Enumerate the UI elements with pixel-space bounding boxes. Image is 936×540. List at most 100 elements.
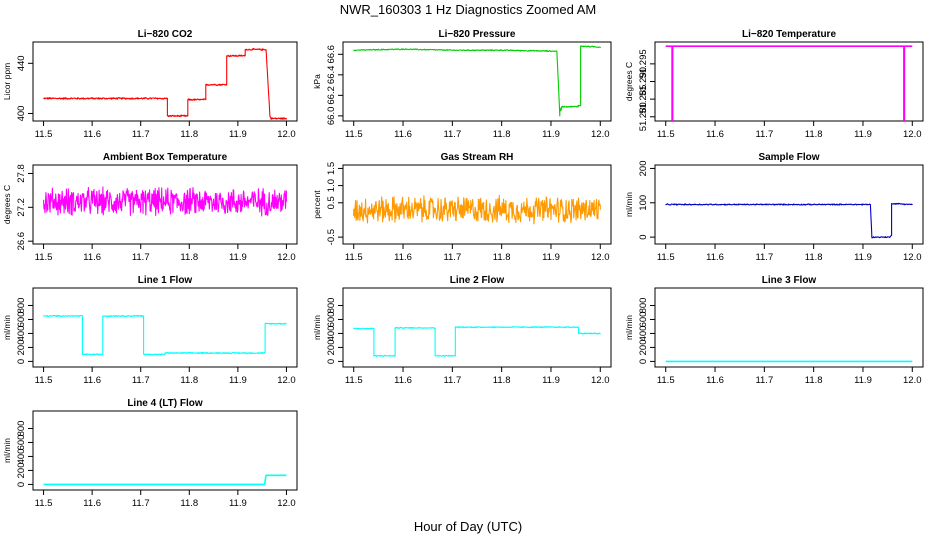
y-axis-label: ml/min [2,438,12,463]
x-tick-label: 11.5 [657,129,675,140]
plot-frame [654,41,924,122]
x-tick-label: 11.5 [35,375,53,386]
y-axis-label: ml/min [312,315,322,340]
y-axis-label: degrees C [624,62,634,101]
x-tick-label: 11.5 [345,129,363,140]
x-tick-label: 11.8 [180,252,198,263]
panel-8: Line 2 Flow 11.5 11.6 11.7 11.8 11.9 12.0 0 2004… [312,275,612,386]
panel-3: Li−820 Temperature 11.5 11.6 11.7 11.8 11.9 12… [624,29,924,140]
data-series-line [43,474,287,486]
x-tick-label: 11.8 [180,498,198,509]
y-tick-label: 400 [638,326,649,342]
x-tick-label: 11.9 [229,252,247,263]
y-tick-label: 200 [16,462,27,478]
y-tick-label: 0.5 [326,196,337,209]
x-tick-label: 11.5 [35,129,53,140]
panel-7: Line 1 Flow 11.5 11.6 11.7 11.8 11.9 12.0 0 2004… [2,275,298,386]
x-tick-label: 11.7 [755,252,773,263]
y-tick-label: 100 [638,195,649,211]
panel-9: Line 3 Flow 11.5 11.6 11.7 11.8 11.9 12.0 0 2004… [624,275,924,386]
data-series-line [353,45,601,117]
data-series-line [353,194,601,225]
panel-10: Line 4 (LT) Flow 11.5 11.6 11.7 11.8 11.9 12.0… [2,398,298,509]
data-series-line [665,45,913,121]
y-axis-label: ml/min [2,315,12,340]
y-tick-label: 400 [326,326,337,342]
panels: Li−820 CO2 11.5 11.6 11.7 11.8 11.9 12.0 400 440… [2,29,924,509]
y-axis-label: percent [312,190,322,219]
panel-5: Gas Stream RH 11.5 11.6 11.7 11.8 11.9 12.0 -0.… [312,152,612,263]
panel-title: Sample Flow [758,152,819,163]
y-tick-label: 400 [16,106,27,122]
x-tick-label: 12.0 [903,375,922,386]
y-tick-label: 800 [16,298,27,314]
panel-title: Line 3 Flow [762,275,817,286]
y-axis-label: ml/min [624,192,634,217]
x-tick-label: 11.5 [345,375,363,386]
x-tick-label: 11.5 [35,498,53,509]
y-tick-label: 200 [16,339,27,355]
x-tick-label: 11.8 [805,375,823,386]
y-tick-label: 66.4 [326,66,337,85]
plot-frame [342,287,612,368]
y-tick-label: 440 [16,55,27,71]
x-tick-label: 11.8 [805,129,823,140]
data-series-line [43,48,287,120]
x-tick-label: 11.6 [706,375,724,386]
x-tick-label: 12.0 [903,129,922,140]
plot-frame [32,410,298,491]
panel-title: Gas Stream RH [441,152,514,163]
x-tick-label: 11.7 [132,375,150,386]
x-tick-label: 11.6 [394,129,412,140]
y-tick-label: 800 [16,421,27,437]
y-tick-label: 800 [638,298,649,314]
x-tick-label: 11.7 [443,252,461,263]
x-tick-label: 11.5 [657,252,675,263]
y-tick-label: 600 [16,312,27,328]
y-tick-label: 200 [326,339,337,355]
x-tick-label: 11.8 [805,252,823,263]
x-tick-label: 11.7 [132,498,150,509]
y-tick-label: 800 [326,298,337,314]
panel-4: Ambient Box Temperature 11.5 11.6 11.7 11.8 1… [2,152,298,263]
y-tick-label: 600 [16,435,27,451]
data-series-line [43,314,287,356]
x-tick-label: 12.0 [277,375,296,386]
x-tick-label: 12.0 [591,375,610,386]
x-tick-label: 11.6 [83,498,101,509]
x-tick-label: 11.9 [229,498,247,509]
x-tick-label: 11.9 [229,375,247,386]
y-tick-label: 51.280 [638,102,649,131]
data-series-line [353,326,601,357]
x-tick-label: 11.6 [83,129,101,140]
x-tick-label: 11.9 [229,129,247,140]
x-tick-label: 12.0 [591,129,610,140]
x-tick-label: 11.7 [443,375,461,386]
panel-title: Li−820 CO2 [138,29,193,40]
y-tick-label: 1.5 [326,162,337,175]
y-tick-label: 600 [638,312,649,328]
x-tick-label: 11.7 [132,129,150,140]
y-tick-label: 66.6 [326,45,337,64]
x-tick-label: 12.0 [277,498,296,509]
y-axis-label: degrees C [2,185,12,224]
panel-title: Line 1 Flow [138,275,193,286]
y-tick-label: 400 [16,449,27,465]
plot-frame [654,164,924,245]
y-tick-label: 0 [16,482,27,487]
x-tick-label: 11.6 [83,375,101,386]
y-tick-label: 400 [16,326,27,342]
panel-1: Li−820 CO2 11.5 11.6 11.7 11.8 11.9 12.0 400 440… [2,29,298,140]
x-tick-label: 11.6 [706,129,724,140]
x-tick-label: 12.0 [277,129,296,140]
y-axis-label: Licor ppm [2,63,12,100]
y-tick-label: 0 [638,234,649,239]
plot-frame [342,41,612,122]
plot-frame [654,287,924,368]
y-tick-label: 600 [326,312,337,328]
y-tick-label: 0 [16,359,27,364]
y-tick-label: 200 [638,339,649,355]
x-tick-label: 12.0 [591,252,610,263]
y-tick-label: 66.2 [326,86,337,105]
